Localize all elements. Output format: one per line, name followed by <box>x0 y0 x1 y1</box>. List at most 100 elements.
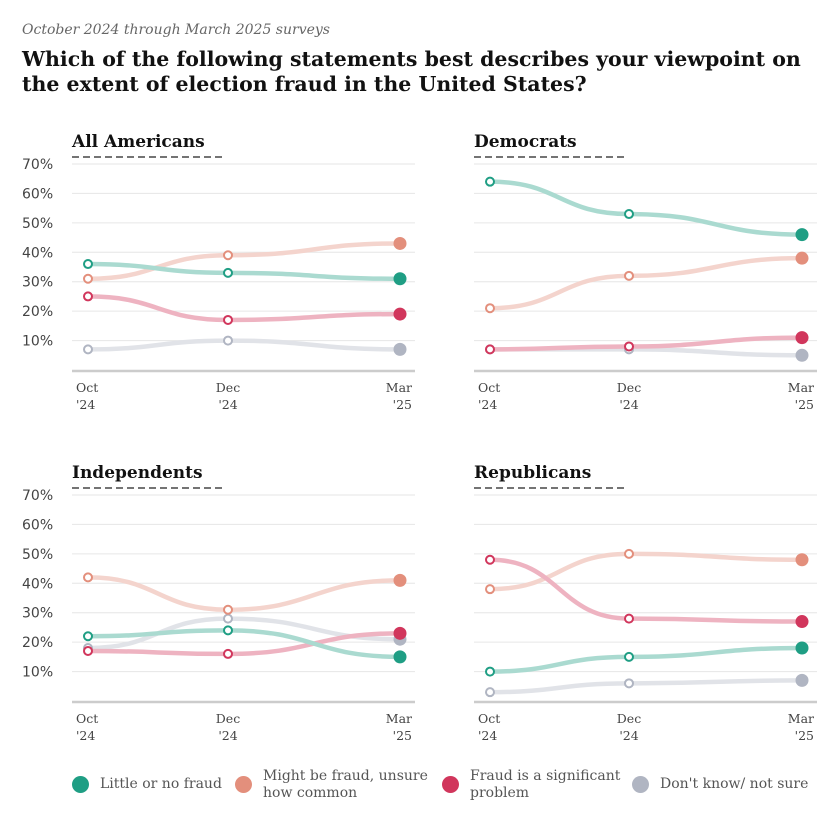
panel-democrats: Democrats Oct '24 Dec '24 Mar '25 <box>474 132 817 412</box>
series-line-little <box>487 179 805 237</box>
legend-item-might: Might be fraud, unsure how common <box>235 768 438 802</box>
data-point-little <box>624 209 634 220</box>
panel-title: All Americans <box>71 132 205 152</box>
series-line-dontknow <box>85 338 403 352</box>
series-line-little <box>487 645 805 674</box>
data-point-might <box>83 273 93 284</box>
y-tick-label: 30% <box>22 606 53 622</box>
data-point-little <box>624 651 634 662</box>
y-tick-label: 10% <box>22 665 53 681</box>
y-tick-label: 20% <box>22 304 53 320</box>
panel-all-americans: All Americans 10% 20% 30% 40% 50% 60% 70% Oct '24… <box>22 132 415 412</box>
x-tick-label: Oct '24 <box>478 711 500 743</box>
data-point-might <box>485 584 495 595</box>
series-line-significant <box>487 335 805 352</box>
data-point-significant <box>624 613 634 624</box>
y-tick-label: 30% <box>22 275 53 291</box>
y-tick-label: 50% <box>22 547 53 563</box>
data-point-little <box>393 650 407 664</box>
series-line-significant <box>85 294 403 323</box>
legend-label-significant: Fraud is a significant problem <box>470 768 621 801</box>
y-tick-label: 60% <box>22 517 53 533</box>
y-tick-label: 70% <box>22 488 53 504</box>
series-line-dontknow <box>487 678 805 695</box>
legend-item-little: Little or no fraud <box>72 768 222 793</box>
data-point-significant <box>624 341 634 352</box>
data-point-little <box>223 625 233 636</box>
data-point-little <box>795 228 809 242</box>
panel-title: Independents <box>72 463 203 483</box>
data-point-little <box>223 267 233 278</box>
data-point-little <box>485 176 495 187</box>
x-tick-label: Dec '24 <box>617 711 641 743</box>
y-tick-label: 50% <box>22 216 53 232</box>
chart-title: Which of the following statements best d… <box>22 47 801 96</box>
data-point-dontknow <box>624 678 634 689</box>
data-point-significant <box>83 645 93 656</box>
x-tick-label: Dec '24 <box>617 380 641 412</box>
data-point-dontknow <box>223 613 233 624</box>
data-point-little <box>393 272 407 286</box>
data-point-significant <box>795 331 809 345</box>
x-tick-label: Mar '25 <box>386 711 412 743</box>
y-tick-label: 10% <box>22 334 53 350</box>
y-tick-label: 40% <box>22 245 53 261</box>
data-point-might <box>393 573 407 587</box>
data-point-significant <box>795 615 809 629</box>
panel-republicans: Republicans Oct '24 Dec '24 Mar '25 <box>474 463 817 743</box>
data-point-dontknow <box>393 342 407 356</box>
series-line-might <box>85 575 403 613</box>
y-tick-label: 60% <box>22 186 53 202</box>
data-point-significant <box>485 554 495 565</box>
legend: Little or no fraud Might be fraud, unsur… <box>72 768 832 808</box>
chart-subtitle: October 2024 through March 2025 surveys <box>22 22 330 38</box>
legend-item-dontknow: Don't know/ not sure <box>632 768 808 793</box>
series-line-little <box>85 261 403 282</box>
x-tick-label: Mar '25 <box>386 380 412 412</box>
data-point-dontknow <box>83 344 93 355</box>
small-multiples-chart: All Americans 10% 20% 30% 40% 50% 60% 70% Oct '24… <box>22 132 817 743</box>
legend-swatch-significant <box>442 776 459 793</box>
data-point-might <box>393 236 407 250</box>
data-point-significant <box>83 291 93 302</box>
data-point-might <box>83 572 93 583</box>
x-tick-label: Oct '24 <box>76 380 98 412</box>
x-tick-label: Mar '25 <box>788 711 814 743</box>
data-point-dontknow <box>485 687 495 698</box>
data-point-significant <box>393 626 407 640</box>
data-point-little <box>83 259 93 270</box>
panel-title: Republicans <box>474 463 591 483</box>
data-point-might <box>485 303 495 314</box>
legend-item-significant: Fraud is a significant problem <box>442 768 635 802</box>
legend-label-little: Little or no fraud <box>100 776 222 792</box>
data-point-might <box>795 251 809 265</box>
data-point-little <box>83 631 93 642</box>
data-point-dontknow <box>223 335 233 346</box>
y-tick-label: 20% <box>22 635 53 651</box>
x-tick-label: Oct '24 <box>76 711 98 743</box>
data-point-might <box>223 250 233 261</box>
legend-label-dontknow: Don't know/ not sure <box>660 776 809 792</box>
data-point-significant <box>223 314 233 325</box>
data-point-significant <box>393 307 407 321</box>
y-tick-label: 40% <box>22 576 53 592</box>
data-point-might <box>223 604 233 615</box>
data-point-dontknow <box>795 348 809 362</box>
x-tick-label: Mar '25 <box>788 380 814 412</box>
series-line-might <box>487 255 805 311</box>
data-point-little <box>485 666 495 677</box>
data-point-significant <box>485 344 495 355</box>
panel-title: Democrats <box>474 132 577 152</box>
legend-label-might: Might be fraud, unsure how common <box>263 768 428 801</box>
legend-swatch-might <box>235 776 252 793</box>
y-tick-label: 70% <box>22 157 53 173</box>
x-tick-label: Dec '24 <box>216 380 240 412</box>
legend-swatch-little <box>72 776 89 793</box>
x-tick-label: Oct '24 <box>478 380 500 412</box>
x-tick-label: Dec '24 <box>216 711 240 743</box>
data-point-significant <box>223 648 233 659</box>
data-point-might <box>624 270 634 281</box>
data-point-little <box>795 641 809 655</box>
data-point-might <box>795 553 809 567</box>
data-point-might <box>624 548 634 559</box>
